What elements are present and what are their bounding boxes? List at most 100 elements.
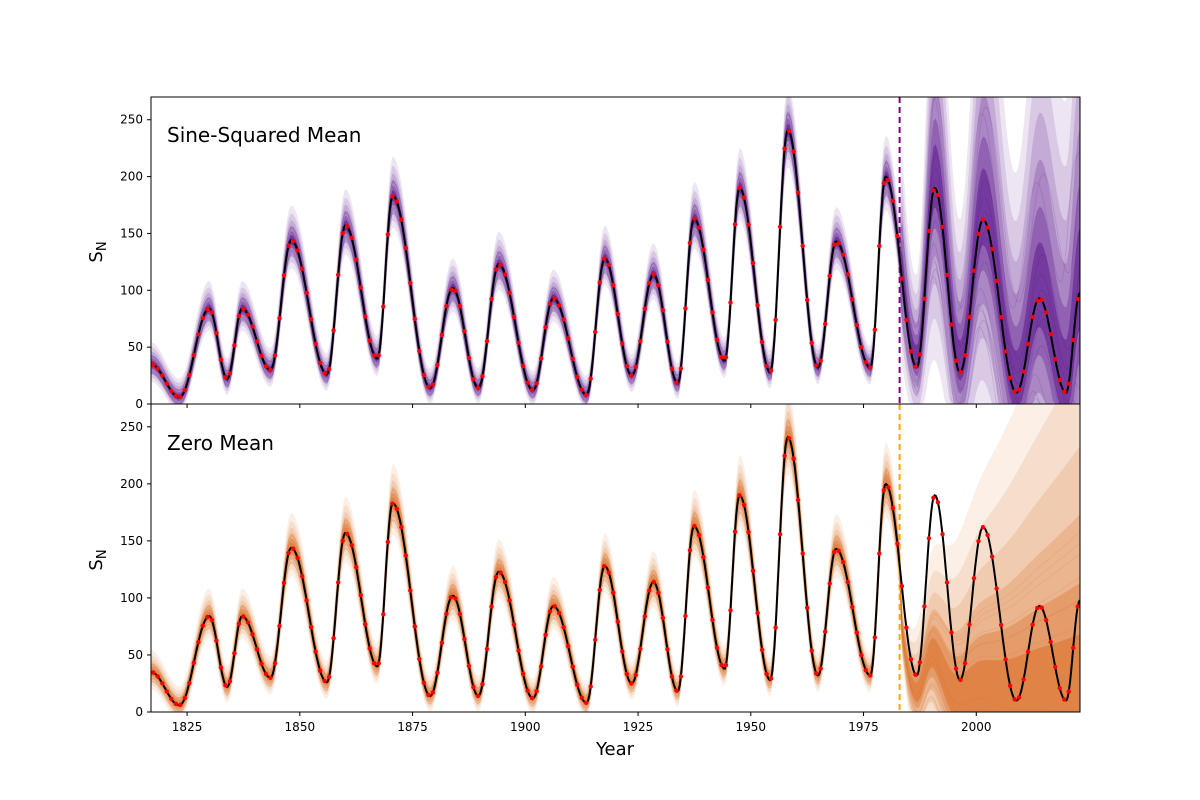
observation-point: [552, 604, 557, 609]
y-tick-label: 0: [135, 705, 143, 719]
observation-point: [493, 574, 499, 580]
observation-point: [768, 676, 774, 681]
observation-point: [953, 358, 959, 363]
observation-point: [385, 539, 390, 545]
observation-point: [367, 338, 372, 343]
observation-point: [227, 679, 233, 684]
observation-point: [953, 666, 959, 671]
sample-path: [151, 421, 1080, 699]
observation-point: [444, 304, 449, 309]
observation-point: [642, 614, 647, 619]
observation-point: [250, 632, 255, 637]
uncertainty-bands: [151, 97, 1080, 404]
observation-point: [931, 188, 936, 193]
observation-point: [390, 501, 395, 506]
uncertainty-bands: [151, 404, 1080, 712]
observation-point: [795, 497, 801, 503]
observation-point: [723, 355, 729, 360]
sample-path: [151, 97, 1080, 391]
observation-point: [868, 673, 873, 678]
observation-point: [737, 493, 742, 498]
observation-point: [543, 324, 548, 330]
observation-point: [814, 363, 819, 368]
observation-point: [363, 314, 368, 319]
observation-point: [850, 604, 855, 610]
observation-point: [629, 681, 634, 686]
sample-path: [151, 419, 1080, 699]
axes-frame: [150, 403, 1081, 713]
observation-point: [949, 630, 954, 635]
observation-point: [827, 273, 832, 279]
observation-point: [949, 322, 954, 327]
observation-point: [232, 343, 237, 348]
observation-point: [980, 217, 986, 222]
observation-point: [209, 310, 215, 315]
observation-point: [232, 651, 237, 656]
observation-point: [913, 672, 918, 677]
observation-point: [155, 674, 160, 679]
y-tick-label: 250: [120, 113, 143, 127]
observation-point: [151, 362, 156, 367]
observation-point: [381, 612, 386, 617]
panel-title: Sine-Squared Mean: [167, 123, 361, 147]
y-tick-label: 150: [120, 226, 143, 240]
observation-point: [759, 647, 765, 653]
observation-point: [1030, 314, 1035, 320]
observation-point: [593, 637, 598, 642]
observation-point: [786, 128, 792, 134]
observation-point: [678, 366, 684, 371]
observation-point: [805, 605, 810, 610]
observation-point: [633, 672, 638, 678]
x-tick-label: 1875: [397, 720, 428, 734]
observation-point: [322, 370, 327, 376]
observation-point: [394, 199, 399, 204]
observation-point: [200, 623, 206, 628]
sample-path: [151, 424, 1080, 701]
observation-point: [565, 644, 571, 649]
observation-point: [994, 278, 999, 284]
observation-point: [602, 256, 607, 261]
observation-point: [457, 611, 463, 617]
sample-path: [151, 422, 1080, 700]
sample-path: [151, 451, 1080, 712]
observation-point: [408, 588, 413, 593]
x-axis-ticks: [186, 404, 977, 408]
observation-point: [642, 306, 647, 311]
observation-point: [565, 336, 571, 341]
observation-point: [723, 662, 729, 668]
observation-point: [931, 495, 936, 500]
observation-point: [579, 387, 584, 392]
observation-point: [1071, 645, 1076, 651]
observation-point: [872, 327, 877, 332]
observation-point: [750, 260, 756, 266]
observation-point: [245, 620, 251, 625]
observation-point: [791, 456, 796, 461]
observation-point: [205, 307, 210, 312]
observation-point: [1007, 375, 1013, 380]
observation-point: [1012, 697, 1017, 702]
observation-point: [164, 689, 169, 694]
observation-point: [160, 373, 165, 378]
observation-point: [1007, 683, 1013, 688]
observation-point: [638, 646, 643, 652]
observation-point: [295, 555, 300, 561]
observation-point: [462, 636, 467, 642]
sample-path: [151, 456, 1080, 712]
observation-point: [777, 224, 783, 229]
observation-point: [940, 532, 945, 537]
observation-point: [728, 300, 733, 305]
observation-point: [538, 664, 544, 669]
observation-point: [326, 674, 332, 680]
observation-point: [151, 670, 156, 675]
observation-point: [200, 315, 206, 321]
observation-point: [326, 366, 332, 372]
uncertainty-band: [151, 97, 1080, 404]
observation-point: [561, 317, 566, 322]
observation-point: [629, 373, 634, 378]
observation-point: [448, 287, 454, 292]
observation-point: [687, 240, 693, 245]
observation-point: [827, 581, 832, 586]
observation-point: [935, 500, 941, 505]
observation-point: [322, 678, 327, 684]
observation-point: [926, 536, 932, 541]
